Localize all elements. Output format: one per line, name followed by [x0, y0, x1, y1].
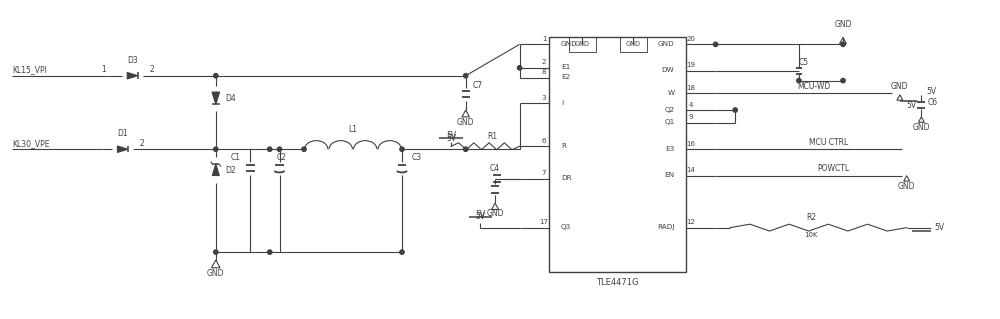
Text: 19: 19	[687, 63, 696, 68]
Circle shape	[400, 250, 404, 254]
Text: GND: GND	[486, 209, 504, 219]
Text: R1: R1	[488, 132, 498, 141]
Text: KL30_VPE: KL30_VPE	[12, 139, 49, 148]
Circle shape	[733, 108, 737, 112]
Text: GND: GND	[658, 41, 674, 47]
Bar	[620, 36, 647, 52]
Text: 10K: 10K	[804, 233, 818, 238]
Text: C1: C1	[230, 152, 240, 161]
Text: 14: 14	[687, 167, 696, 173]
Text: 3: 3	[542, 95, 546, 101]
Text: D4: D4	[225, 94, 236, 103]
Text: Q1: Q1	[664, 119, 674, 125]
Text: C7: C7	[472, 81, 483, 90]
Circle shape	[268, 147, 272, 152]
Text: EN: EN	[664, 172, 674, 178]
Text: L1: L1	[349, 125, 358, 134]
Text: R2: R2	[806, 213, 816, 222]
Text: GND: GND	[575, 41, 590, 47]
Circle shape	[841, 78, 845, 83]
Text: 2: 2	[140, 139, 145, 148]
Text: GND: GND	[913, 123, 930, 132]
Text: 6: 6	[542, 138, 546, 144]
Text: GND: GND	[898, 182, 915, 191]
Text: MCU CTRL: MCU CTRL	[809, 138, 848, 147]
Text: 5V: 5V	[926, 87, 936, 96]
Text: E3: E3	[665, 146, 674, 152]
Text: KL15_VPI: KL15_VPI	[12, 65, 47, 74]
Text: 9: 9	[689, 114, 693, 120]
Circle shape	[214, 250, 218, 254]
Text: 16: 16	[687, 141, 696, 147]
Text: 8: 8	[542, 69, 546, 75]
Text: 20: 20	[687, 36, 696, 42]
Text: 7: 7	[542, 170, 546, 176]
Text: DR: DR	[561, 175, 571, 181]
Text: 1: 1	[542, 36, 546, 42]
Polygon shape	[212, 92, 220, 104]
Text: 2: 2	[150, 65, 154, 74]
Text: 5V: 5V	[475, 210, 485, 219]
Text: E2: E2	[561, 74, 570, 80]
Text: C2: C2	[276, 152, 286, 161]
Text: 2: 2	[542, 59, 546, 65]
Text: MCU-WD: MCU-WD	[797, 82, 830, 91]
Text: 1: 1	[101, 65, 105, 74]
Text: DW: DW	[662, 67, 674, 73]
Text: W: W	[667, 90, 674, 96]
Circle shape	[841, 42, 845, 47]
Circle shape	[214, 74, 218, 78]
Text: 12: 12	[687, 219, 696, 225]
Text: GND: GND	[891, 82, 909, 91]
Text: C3: C3	[412, 152, 422, 161]
Text: GND: GND	[207, 269, 225, 278]
Circle shape	[277, 147, 282, 152]
Text: 18: 18	[687, 85, 696, 91]
Text: POWCTL: POWCTL	[817, 164, 849, 173]
Text: I: I	[561, 100, 563, 106]
Circle shape	[268, 250, 272, 254]
Text: Q2: Q2	[664, 107, 674, 113]
Text: RADJ: RADJ	[657, 224, 674, 230]
Text: C4: C4	[490, 164, 500, 173]
Text: D1: D1	[117, 129, 128, 138]
Text: 5V: 5V	[446, 134, 456, 143]
Text: C6: C6	[928, 98, 938, 107]
Circle shape	[400, 147, 404, 152]
Circle shape	[464, 74, 468, 78]
Text: 4: 4	[689, 102, 693, 108]
Text: C5: C5	[799, 58, 809, 68]
Circle shape	[214, 147, 218, 152]
Text: 17: 17	[540, 219, 549, 225]
Text: Q3: Q3	[561, 224, 571, 230]
Text: R: R	[561, 143, 566, 149]
Bar	[549, 36, 686, 272]
Text: D2: D2	[225, 166, 236, 175]
Polygon shape	[212, 164, 219, 175]
Text: GND: GND	[626, 41, 641, 47]
Circle shape	[302, 147, 306, 152]
Text: TLE4471G: TLE4471G	[596, 278, 639, 287]
Circle shape	[713, 42, 718, 47]
Text: GND: GND	[457, 118, 474, 127]
Polygon shape	[117, 146, 128, 152]
Text: E1: E1	[561, 64, 570, 70]
Text: GND: GND	[834, 20, 852, 29]
Circle shape	[517, 66, 522, 70]
Text: 5V: 5V	[475, 212, 485, 221]
Circle shape	[464, 147, 468, 152]
Bar	[569, 36, 596, 52]
Text: 5V: 5V	[446, 131, 456, 140]
Text: D3: D3	[127, 56, 138, 64]
Text: 5V: 5V	[907, 100, 917, 110]
Text: GND: GND	[561, 41, 578, 47]
Text: 5V: 5V	[934, 223, 944, 232]
Polygon shape	[127, 72, 138, 79]
Circle shape	[797, 78, 801, 83]
